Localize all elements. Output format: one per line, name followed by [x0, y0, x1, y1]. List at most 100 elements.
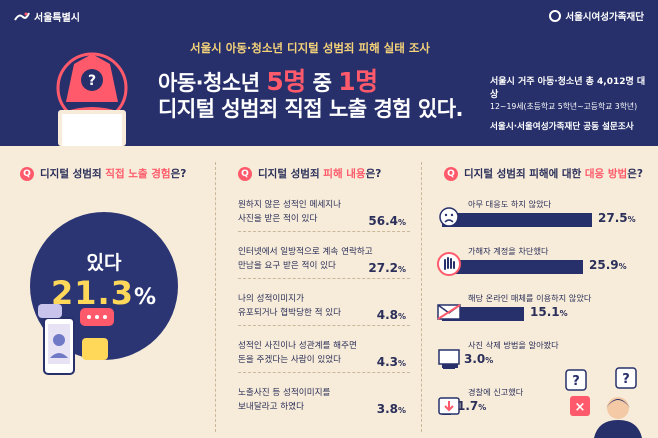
- list-item: 인터넷에서 일방적으로 계속 연락하고 만남을 요구 받은 적이 있다 27.2…: [238, 245, 410, 279]
- item-line2: 유포되거나 협박당한 적 있다: [238, 308, 342, 318]
- divider: [215, 162, 216, 432]
- panel2-title-highlight: 피해 내용: [323, 168, 366, 180]
- panel1-title-pre: 디지털 성범죄: [40, 168, 106, 180]
- panel3-title-highlight: 대응 방법: [584, 168, 628, 180]
- list-item: 원하지 않은 성적인 메세지나 사진을 받은 적이 있다 56.4%: [238, 198, 410, 232]
- bar-number: 27.5: [598, 211, 628, 225]
- item-value: 56.4%: [368, 214, 406, 228]
- bar-number: 25.9: [589, 258, 619, 272]
- panel2-title: Q 디지털 성범죄 피해 내용은?: [238, 166, 381, 181]
- item-number: 4.3: [376, 355, 398, 369]
- bar-row: 경찰에 신고했다 1.7%: [436, 386, 656, 426]
- survey-title: 서울시 아동·청소년 디지털 성범죄 피해 실태 조사: [190, 41, 430, 55]
- bar-value: 3.0%: [464, 352, 493, 366]
- item-number: 56.4: [368, 214, 398, 228]
- list-item: 노출사진 등 성적이미지를 보내달라고 하였다 3.8%: [238, 386, 410, 416]
- bar-fill: [442, 260, 583, 274]
- panel2-title-post: 은?: [365, 168, 382, 180]
- headline-line1: 아동·청소년 5명 중 1명: [158, 62, 378, 98]
- bar-value: 15.1%: [530, 305, 568, 319]
- bar-label: 경찰에 신고했다: [468, 387, 524, 397]
- exposure-label: 있다: [86, 252, 122, 274]
- item-line2: 보내달라고 하였다: [238, 402, 304, 412]
- item-line1: 성적인 사진이나 성관계를 해주면: [238, 341, 357, 351]
- bar-label: 아무 대응도 하지 않았다: [468, 199, 552, 209]
- survey-info: 서울시 거주 아동·청소년 총 4,012명 대상 12~19세(초등학교 5학…: [490, 76, 650, 133]
- header-banner: 서울특별시 서울시여성가족재단 ? 서울시 아동·청소년 디지털 성범죄 피해 …: [0, 0, 658, 146]
- item-line1: 나의 성적이미지가: [238, 294, 304, 304]
- item-line1: 인터넷에서 일방적으로 계속 연락하고: [238, 247, 373, 257]
- bar-value: 1.7%: [457, 399, 486, 413]
- item-value: 4.8%: [377, 308, 406, 322]
- headline-mid: 중: [305, 71, 339, 95]
- item-value: 3.8%: [377, 402, 406, 416]
- item-divider: [238, 231, 410, 232]
- list-item: 나의 성적이미지가 유포되거나 협박당한 적 있다 4.8%: [238, 292, 410, 326]
- foundation-logo: 서울시여성가족재단: [549, 9, 644, 23]
- bar-value: 25.9%: [589, 258, 627, 272]
- phone-chat-illustration: [38, 304, 114, 375]
- panel-exposure: Q 디지털 성범죄 직접 노출 경험은? 있다 21.3%: [0, 150, 214, 438]
- report-icon: [438, 397, 460, 415]
- item-pct: %: [397, 312, 406, 321]
- info-target: 서울시 거주 아동·청소년 총 4,012명 대상: [490, 77, 646, 100]
- panel3-title: Q 디지털 성범죄 피해에 대한 대응 방법은?: [444, 166, 643, 181]
- exposure-number: 21.3: [51, 274, 134, 312]
- svg-text:?: ?: [572, 374, 580, 389]
- panel-response: Q 디지털 성범죄 피해에 대한 대응 방법은? 아무 대응도 하지 않았다 27…: [424, 150, 658, 438]
- panel-damage: Q 디지털 성범죄 피해 내용은? 원하지 않은 성적인 메세지나 사진을 받은…: [218, 150, 420, 438]
- bar-pct: %: [559, 309, 568, 318]
- hacker-illustration: ?: [56, 52, 128, 146]
- item-line2: 돈을 주겠다는 사람이 있었다: [238, 355, 342, 365]
- seoul-logo: 서울특별시: [14, 9, 80, 24]
- bar-pct: %: [618, 262, 627, 271]
- item-line1: 원하지 않은 성적인 메세지나: [238, 200, 342, 210]
- divider: [421, 162, 422, 432]
- item-value: 27.2%: [368, 261, 406, 275]
- info-org: 서울시·서울여성가족재단 공동 설문조사: [490, 121, 634, 132]
- panel1-title: Q 디지털 성범죄 직접 노출 경험은?: [20, 166, 186, 181]
- headline-highlight-5: 5명: [266, 67, 306, 96]
- panel3-title-post: 은?: [627, 168, 643, 180]
- bar-row: 사진 삭제 방법을 알아봤다 3.0%: [436, 339, 656, 379]
- bar-value: 27.5%: [598, 211, 636, 225]
- item-line2: 사진을 받은 적이 있다: [238, 214, 318, 224]
- headline-line2: 디지털 성범죄 직접 노출 경험 있다.: [158, 97, 464, 121]
- question-icon: Q: [238, 166, 252, 181]
- panel3-title-pre: 디지털 성범죄 피해에 대한: [464, 168, 585, 180]
- question-icon: Q: [20, 166, 34, 181]
- exposure-pct: %: [133, 285, 157, 310]
- headline-highlight-1: 1명: [338, 67, 378, 96]
- svg-text:×: ×: [575, 400, 586, 415]
- foundation-mark-icon: [549, 10, 562, 22]
- blocked-mail-icon: [437, 304, 461, 320]
- item-line1: 노출사진 등 성적이미지를: [238, 388, 331, 398]
- svg-text:?: ?: [622, 372, 630, 387]
- item-divider: [238, 278, 410, 279]
- stop-hand-icon: [437, 252, 461, 276]
- item-pct: %: [397, 218, 406, 227]
- item-line2: 만남을 요구 받은 적이 있다: [238, 261, 336, 271]
- bar-fill: [442, 213, 592, 227]
- item-number: 3.8: [376, 402, 398, 416]
- bar-number: 15.1: [530, 305, 560, 319]
- bar-pct: %: [478, 403, 487, 412]
- bar-row: 해당 온라인 매체를 이용하지 않았다 15.1%: [436, 292, 656, 332]
- item-divider: [238, 325, 410, 326]
- item-number: 27.2: [368, 261, 398, 275]
- org-left-label: 서울특별시: [34, 13, 80, 24]
- bar-label: 사진 삭제 방법을 알아봤다: [468, 340, 559, 350]
- bar-label: 가해자 계정을 차단했다: [468, 246, 549, 256]
- svg-text:?: ?: [88, 73, 96, 89]
- list-item: 성적인 사진이나 성관계를 해주면 돈을 주겠다는 사람이 있었다 4.3%: [238, 339, 410, 373]
- item-pct: %: [397, 359, 406, 368]
- worried-person-illustration: ? × ?: [565, 367, 642, 438]
- exposure-value: 21.3%: [30, 274, 178, 312]
- question-icon: Q: [444, 166, 458, 181]
- headline-pre: 아동·청소년: [158, 71, 267, 95]
- item-value: 4.3%: [377, 355, 406, 369]
- bar-fill: [442, 307, 524, 321]
- bar-pct: %: [485, 356, 494, 365]
- bar-row: 가해자 계정을 차단했다 25.9%: [436, 245, 656, 285]
- panel1-title-highlight: 직접 노출 경험: [105, 168, 171, 180]
